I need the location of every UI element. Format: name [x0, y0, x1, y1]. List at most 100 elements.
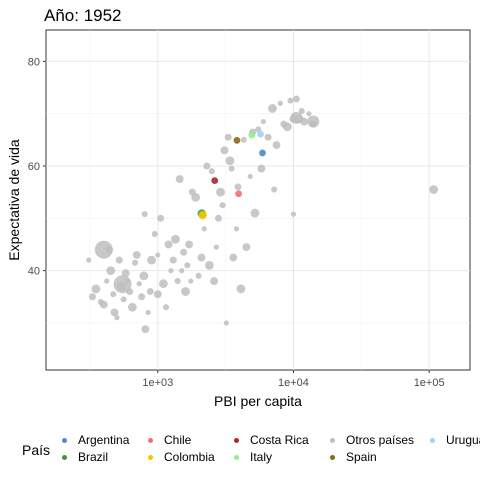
data-point-other [117, 281, 126, 291]
legend-item-chile: Chile [148, 432, 191, 448]
legend-key-dot [430, 437, 435, 443]
legend: País Argentina Brazil Chile Colombia Costa R… [0, 428, 480, 480]
legend-label: Italy [250, 450, 273, 464]
chart-title: Año: 1952 [44, 6, 122, 25]
legend-label: Otros países [346, 433, 415, 447]
data-point-other [99, 300, 108, 309]
data-point-other [138, 293, 146, 301]
data-point-other [126, 288, 134, 296]
data-point-other [110, 291, 117, 298]
data-point-other [219, 202, 226, 209]
data-point-other [141, 325, 150, 334]
data-point-other [110, 308, 119, 317]
data-point-other [282, 122, 292, 132]
x-tick-label: 1e+04 [278, 377, 309, 389]
data-point-other [185, 240, 194, 249]
data-point-other [88, 293, 96, 301]
data-point-other [271, 186, 278, 193]
data-point-other [298, 108, 305, 115]
data-point-argentina [259, 149, 266, 157]
legend-label: Argentina [78, 433, 130, 447]
data-point-other [125, 278, 131, 284]
data-points [86, 95, 439, 334]
data-point-other [164, 240, 173, 249]
y-axis-ticks: 40 60 80 [28, 56, 46, 278]
data-point-other [180, 248, 188, 256]
data-point-other [229, 253, 238, 262]
x-axis-ticks: 1e+03 1e+04 1e+05 [142, 370, 445, 389]
data-point-other [91, 284, 101, 294]
data-point-chile [235, 190, 242, 198]
data-point-other [224, 133, 232, 141]
data-point-other [201, 226, 207, 232]
data-point-other [223, 320, 229, 326]
data-point-other [141, 211, 148, 218]
data-point-other [203, 162, 211, 170]
y-tick-label: 40 [28, 266, 40, 278]
data-point-other [147, 255, 156, 265]
data-point-other [139, 271, 149, 281]
data-point-other [287, 97, 294, 104]
legend-item-uruguay: Uruguay [430, 432, 480, 448]
data-point-other [210, 277, 219, 286]
data-point-other [94, 240, 113, 259]
data-point-other [145, 309, 151, 316]
data-point-other [157, 214, 165, 222]
data-point-other [300, 117, 309, 126]
legend-key-dot [148, 454, 153, 460]
y-axis-title: Expectativa de vida [6, 139, 22, 261]
legend-item-spain: Spain [330, 449, 377, 465]
scatter-plot: 1e+03 1e+04 1e+05 40 60 80 PBI per capita Ex… [6, 29, 471, 409]
data-point-other [155, 252, 161, 258]
data-point-other [104, 278, 110, 284]
data-point-other [225, 156, 235, 166]
data-point-other [213, 244, 219, 250]
data-point-other [168, 268, 174, 274]
legend-key-dot [234, 454, 239, 460]
data-point-other [136, 281, 142, 287]
data-point-other [191, 192, 201, 202]
data-point-other [162, 304, 170, 311]
legend-key-dot [62, 454, 67, 460]
data-point-other [184, 262, 191, 269]
data-point-other [175, 175, 184, 184]
data-point-other [195, 272, 202, 279]
legend-key-dot [330, 454, 335, 460]
data-point-spain [233, 136, 241, 144]
legend-key-dot [330, 437, 335, 443]
data-point-other [272, 141, 281, 150]
data-point-other [197, 253, 206, 262]
data-point-other [290, 211, 297, 217]
x-tick-label: 1e+05 [414, 377, 445, 389]
data-point-other [174, 278, 181, 285]
legend-title: País [22, 442, 51, 458]
data-point-italy [248, 131, 256, 139]
data-point-other [171, 234, 180, 244]
data-point-other [309, 120, 317, 128]
data-point-other [429, 185, 439, 194]
data-point-other [306, 111, 312, 117]
data-point-other [250, 208, 260, 218]
data-point-other [204, 260, 214, 270]
data-point-other [121, 269, 130, 278]
data-point-other [132, 259, 139, 266]
data-point-other [228, 165, 235, 172]
legend-label: Colombia [164, 450, 215, 464]
data-point-other [153, 290, 162, 299]
legend-key-dot [234, 437, 239, 443]
data-point-other [260, 118, 266, 125]
data-point-other [233, 226, 240, 232]
data-point-uruguay [257, 130, 264, 138]
legend-item-argentina: Argentina [62, 432, 129, 448]
x-tick-label: 1e+03 [142, 377, 173, 389]
data-point-other [240, 136, 247, 143]
data-point-other [208, 168, 215, 175]
data-point-other [247, 173, 253, 180]
data-point-other [115, 256, 123, 264]
data-point-other [128, 302, 137, 312]
legend-label: Spain [346, 450, 377, 464]
data-point-other [236, 284, 246, 294]
data-point-other [105, 246, 113, 254]
data-point-colombia [198, 210, 207, 220]
data-point-other [220, 146, 229, 155]
